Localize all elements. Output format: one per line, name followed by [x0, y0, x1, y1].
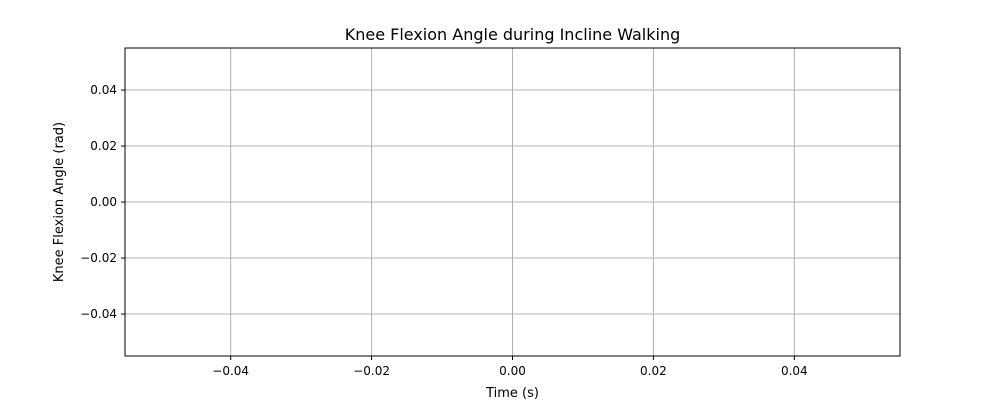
y-tick-label: 0.00 [90, 195, 117, 209]
chart-title: Knee Flexion Angle during Incline Walkin… [345, 25, 681, 44]
y-tick-label: 0.02 [90, 139, 117, 153]
x-tick-label: 0.04 [781, 364, 808, 378]
x-tick-label: 0.02 [640, 364, 667, 378]
x-axis-label: Time (s) [485, 386, 539, 400]
x-tick-label: −0.02 [353, 364, 390, 378]
x-tick-label: −0.04 [212, 364, 249, 378]
plot-area-frame [124, 47, 901, 357]
y-tick-label: −0.04 [80, 307, 117, 321]
x-tick-label: 0.00 [499, 364, 526, 378]
axis-ticks: −0.04 −0.02 0.00 0.02 0.04 −0.04 −0.02 0.00 0.02… [80, 83, 807, 378]
y-tick-label: −0.02 [80, 251, 117, 265]
y-tick-label: 0.04 [90, 83, 117, 97]
y-axis-label: Knee Flexion Angle (rad) [52, 122, 67, 282]
grid-lines [125, 48, 900, 356]
